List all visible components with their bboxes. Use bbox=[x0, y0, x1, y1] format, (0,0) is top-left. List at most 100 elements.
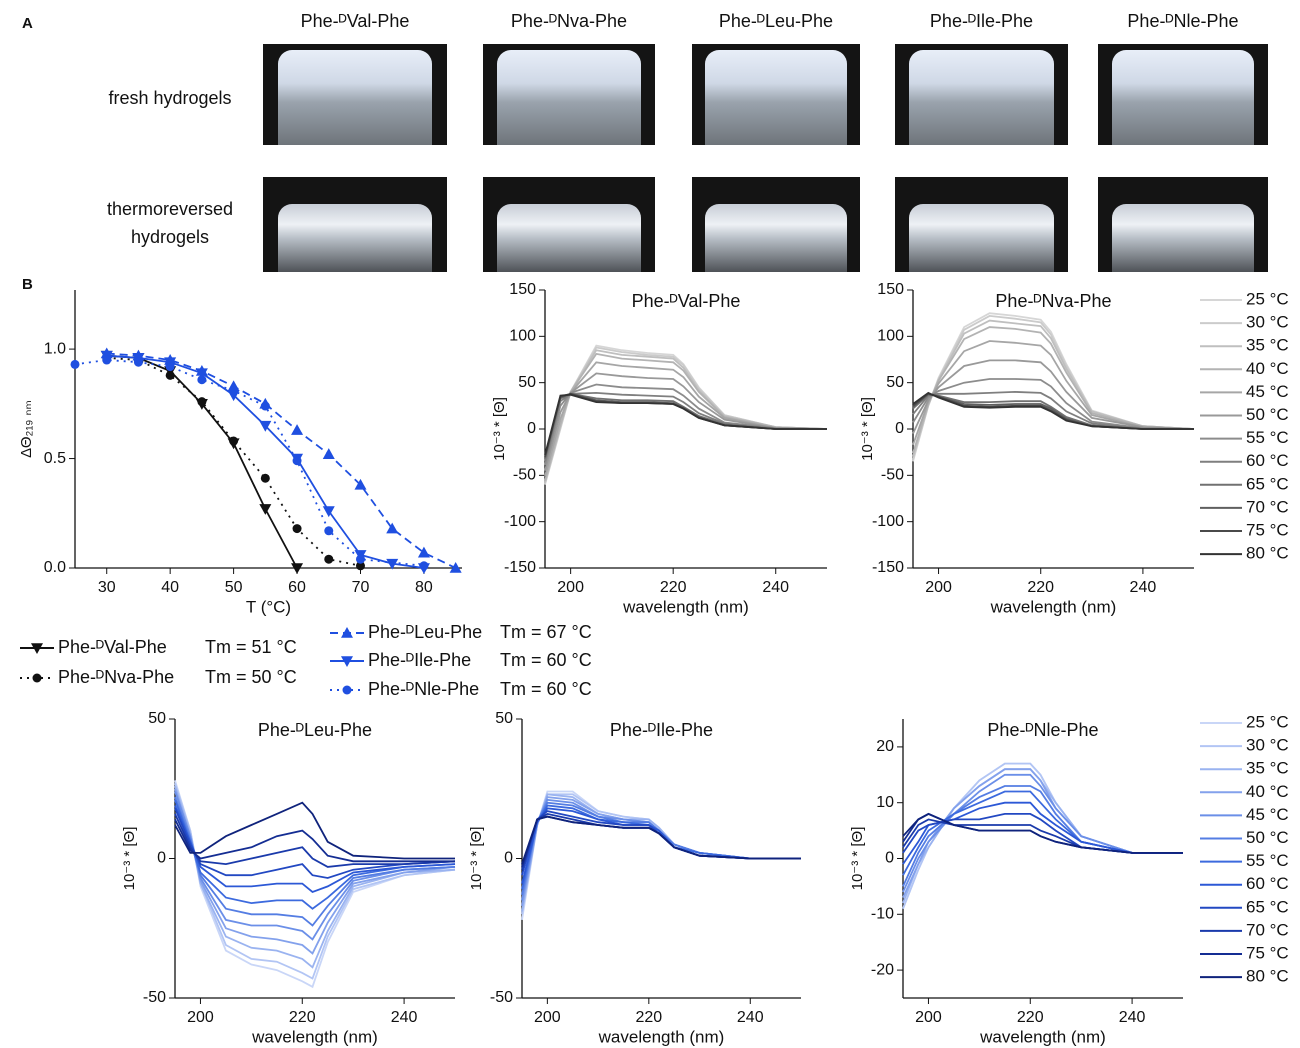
data-line bbox=[912, 326, 1195, 454]
y-tick-label: 100 bbox=[509, 328, 536, 345]
hydrogel-photo bbox=[483, 177, 655, 272]
x-tick-label: 240 bbox=[737, 1009, 764, 1026]
marker bbox=[291, 424, 304, 435]
legend-marker bbox=[341, 656, 353, 667]
marker bbox=[197, 397, 207, 407]
x-tick-label: 240 bbox=[762, 579, 789, 596]
y-axis-label: 10⁻³ * [Θ] bbox=[491, 397, 508, 461]
marker bbox=[292, 456, 302, 466]
vial bbox=[496, 203, 642, 272]
legend-label: Phe-ᴰIle-Phe bbox=[368, 650, 471, 670]
legend-label: 35 °C bbox=[1246, 336, 1289, 355]
legend-label: 40 °C bbox=[1246, 359, 1289, 378]
chart-title: Phe-ᴰNva-Phe bbox=[995, 291, 1111, 311]
x-tick-label: 200 bbox=[534, 1009, 561, 1026]
legend-tm: Tm = 60 °C bbox=[500, 650, 592, 670]
y-axis-label: 10⁻³ * [Θ] bbox=[849, 827, 866, 891]
y-tick-label: -50 bbox=[490, 989, 513, 1006]
data-line bbox=[106, 354, 298, 569]
legend-label: 30 °C bbox=[1246, 736, 1289, 755]
panel-label: B bbox=[22, 276, 33, 293]
marker bbox=[322, 506, 335, 518]
marker bbox=[102, 355, 112, 365]
legend-label: 45 °C bbox=[1246, 805, 1289, 824]
y-tick-label: -150 bbox=[504, 559, 536, 576]
hydrogel-photo bbox=[1098, 177, 1268, 272]
x-tick-label: 200 bbox=[557, 579, 584, 596]
legend-label: 45 °C bbox=[1246, 382, 1289, 401]
x-tick-label: 50 bbox=[225, 579, 243, 596]
marker bbox=[386, 558, 399, 570]
marker bbox=[292, 524, 302, 534]
legend-marker bbox=[31, 643, 43, 654]
legend-label: Phe-ᴰVal-Phe bbox=[58, 637, 167, 657]
legend-label: 50 °C bbox=[1246, 828, 1289, 847]
y-tick-label: -50 bbox=[513, 467, 536, 484]
x-tick-label: 200 bbox=[915, 1009, 942, 1026]
legend-label: 25 °C bbox=[1246, 289, 1289, 308]
x-tick-label: 240 bbox=[1130, 579, 1157, 596]
hydrogel-photo bbox=[483, 44, 655, 145]
data-line bbox=[521, 796, 801, 907]
vial bbox=[908, 203, 1055, 272]
hydrogel-photo bbox=[1098, 44, 1268, 145]
x-tick-label: 30 bbox=[98, 579, 116, 596]
marker bbox=[195, 368, 208, 380]
y-tick-label: 20 bbox=[876, 738, 894, 755]
data-line bbox=[106, 352, 457, 569]
y-axis-label: 10⁻³ * [Θ] bbox=[121, 827, 138, 891]
legend-label: 65 °C bbox=[1246, 897, 1289, 916]
legend-label: Phe-ᴰNva-Phe bbox=[58, 667, 174, 687]
data-line bbox=[912, 390, 1194, 430]
data-line bbox=[106, 354, 425, 569]
row-label: thermoreversed hydrogels bbox=[107, 199, 233, 247]
x-axis-label: wavelength (nm) bbox=[990, 597, 1117, 616]
legend-label: 75 °C bbox=[1246, 520, 1289, 539]
x-axis-label: wavelength (nm) bbox=[598, 1027, 725, 1046]
hydrogel-photo bbox=[895, 177, 1068, 272]
data-line bbox=[912, 312, 1195, 462]
data-line bbox=[912, 378, 1195, 430]
x-tick-label: 220 bbox=[1017, 1009, 1044, 1026]
hydrogel-photo bbox=[692, 177, 860, 272]
marker bbox=[165, 362, 175, 372]
y-tick-label: 0 bbox=[885, 850, 894, 867]
x-tick-label: 240 bbox=[1119, 1009, 1146, 1026]
data-line bbox=[902, 801, 1183, 865]
chart-title: Phe-ᴰIle-Phe bbox=[610, 720, 713, 740]
vial bbox=[705, 50, 847, 145]
x-tick-label: 40 bbox=[161, 579, 179, 596]
marker bbox=[197, 375, 207, 385]
marker bbox=[324, 554, 334, 564]
x-tick-label: 220 bbox=[660, 579, 687, 596]
legend-tm: Tm = 51 °C bbox=[205, 637, 297, 657]
y-tick-label: 10 bbox=[876, 794, 894, 811]
legend-label: 35 °C bbox=[1246, 759, 1289, 778]
legend-tm: Tm = 60 °C bbox=[500, 679, 592, 699]
legend-label: 25 °C bbox=[1246, 712, 1289, 731]
legend-tm: Tm = 50 °C bbox=[205, 667, 297, 687]
y-axis-label: 10⁻³ * [Θ] bbox=[859, 397, 876, 461]
y-tick-label: 150 bbox=[877, 281, 904, 298]
marker bbox=[355, 554, 365, 564]
legend-label: 50 °C bbox=[1246, 405, 1289, 424]
data-line bbox=[174, 818, 455, 863]
marker bbox=[417, 546, 430, 558]
hydrogel-photo bbox=[263, 177, 447, 272]
marker bbox=[419, 561, 429, 571]
marker bbox=[354, 478, 367, 490]
legend-label: 80 °C bbox=[1246, 544, 1289, 563]
marker bbox=[259, 504, 272, 515]
vial bbox=[1111, 203, 1255, 272]
x-axis-label: wavelength (nm) bbox=[251, 1027, 378, 1046]
chart-title: Phe-ᴰLeu-Phe bbox=[258, 720, 372, 740]
y-tick-label: 50 bbox=[886, 374, 904, 391]
y-axis-label: ΔΘ₂₁₉ ₙₘ bbox=[18, 400, 35, 458]
x-tick-label: 220 bbox=[1027, 579, 1054, 596]
x-axis-label: T (°C) bbox=[246, 597, 291, 616]
y-tick-label: 0 bbox=[895, 420, 904, 437]
data-line bbox=[106, 357, 361, 567]
data-line bbox=[174, 813, 456, 868]
data-line bbox=[521, 804, 801, 890]
y-tick-label: -20 bbox=[871, 961, 894, 978]
